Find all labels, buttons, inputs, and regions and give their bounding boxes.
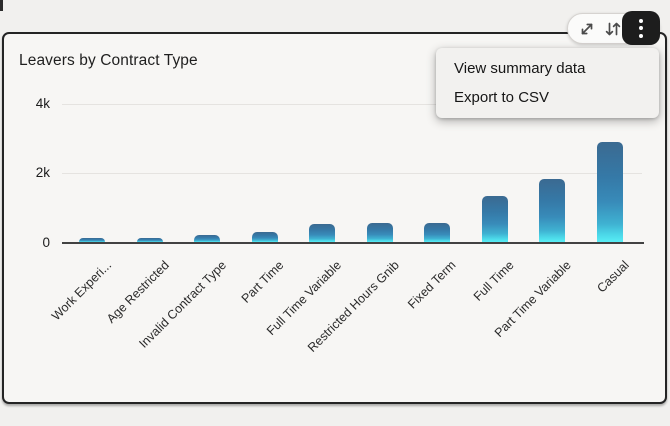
y-tick-0: 0 xyxy=(42,235,50,250)
sort-button[interactable] xyxy=(601,17,625,41)
bar-work-experi[interactable] xyxy=(79,238,105,242)
context-menu: View summary data Export to CSV xyxy=(436,48,659,118)
x-axis-label-work-experi: Work Experi... xyxy=(48,258,114,324)
bar-full-time[interactable] xyxy=(481,196,508,242)
y-tick-4k: 4k xyxy=(35,96,50,111)
menu-item-view-summary-data[interactable]: View summary data xyxy=(454,60,586,77)
bar-part-time-variable[interactable] xyxy=(539,178,565,242)
chart-title: Leavers by Contract Type xyxy=(19,52,198,69)
expand-button[interactable] xyxy=(575,17,599,41)
bar-restricted-hours-gnib[interactable] xyxy=(366,222,393,242)
x-axis-label-part-time: Part Time xyxy=(238,258,287,306)
y-tick-2k: 2k xyxy=(35,165,50,180)
bar-full-time-variable[interactable] xyxy=(309,223,335,242)
gridline-2k xyxy=(62,173,642,174)
top-left-fragment xyxy=(0,0,3,11)
x-axis-label-full-time: Full Time xyxy=(470,258,517,304)
more-options-button[interactable] xyxy=(622,11,660,45)
expand-icon xyxy=(581,23,593,34)
bar-casual[interactable] xyxy=(596,142,623,242)
x-axis-label-casual: Casual xyxy=(593,258,632,296)
sort-arrows-icon xyxy=(605,22,621,35)
bar-fixed-term[interactable] xyxy=(424,223,450,242)
menu-item-export-to-csv[interactable]: Export to CSV xyxy=(454,89,550,106)
x-axis-line xyxy=(62,242,644,244)
bar-age-restricted[interactable] xyxy=(136,238,163,242)
gridline-4k xyxy=(62,104,642,105)
bar-invalid-contract-type[interactable] xyxy=(194,235,220,242)
kebab-menu-icon xyxy=(639,18,643,38)
x-axis-label-fixed-term: Fixed Term xyxy=(405,258,459,312)
bar-part-time[interactable] xyxy=(251,232,278,242)
